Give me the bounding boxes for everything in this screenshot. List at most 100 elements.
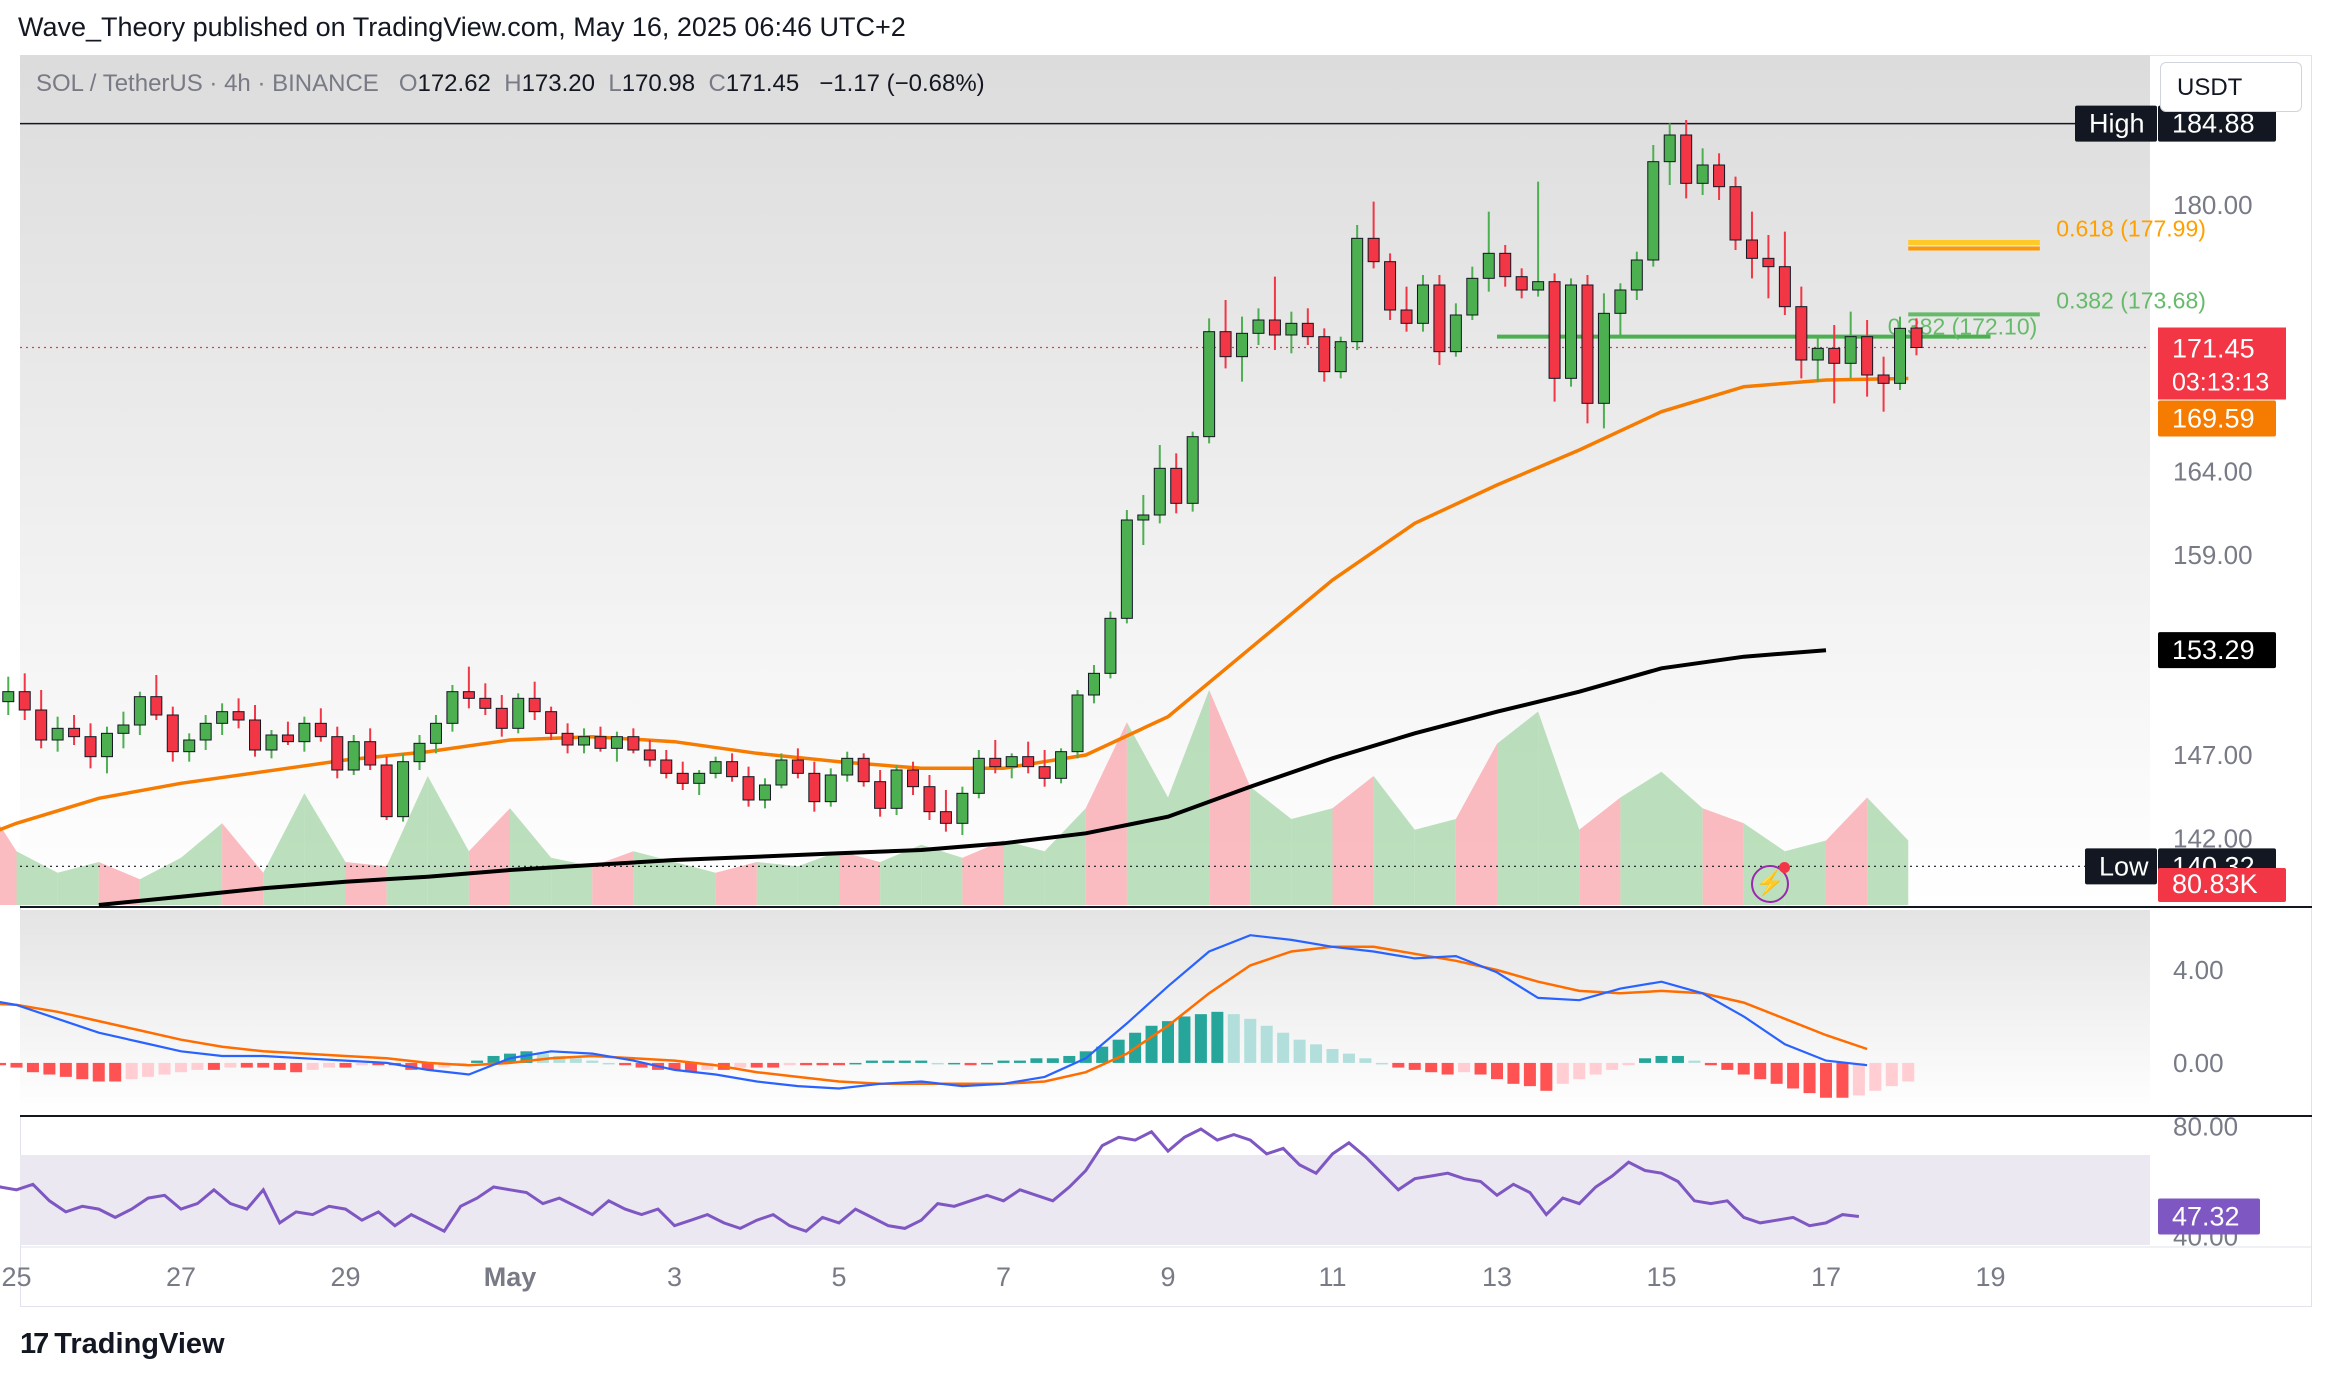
candle-body xyxy=(1565,284,1578,379)
lightning-icon[interactable]: ⚡ xyxy=(1751,865,1789,903)
volume-area xyxy=(797,851,839,905)
candle-body xyxy=(331,736,344,771)
high-tag-label-bg xyxy=(2075,105,2157,142)
candle xyxy=(1318,328,1331,382)
candle xyxy=(183,733,196,762)
candle-body xyxy=(643,749,656,761)
time-axis-tick: 7 xyxy=(996,1262,1011,1292)
macd-histogram-bar xyxy=(1162,1021,1174,1063)
macd-histogram-bar xyxy=(240,1062,253,1068)
candle xyxy=(1663,123,1676,185)
candle xyxy=(1548,273,1561,402)
candle xyxy=(857,753,870,787)
candle-body xyxy=(68,727,81,738)
fib-label: 0.618 (177.99) xyxy=(2056,216,2206,242)
macd-histogram-bar xyxy=(1622,1062,1635,1066)
time-axis-tick: 29 xyxy=(330,1262,360,1292)
candle xyxy=(1367,201,1380,269)
macd-histogram-bar xyxy=(1803,1062,1816,1094)
candle-body xyxy=(347,741,360,771)
volume-area xyxy=(345,862,387,905)
candle xyxy=(610,731,623,762)
notification-dot xyxy=(1779,862,1790,873)
candle xyxy=(1861,320,1874,397)
currency-button[interactable]: USDT xyxy=(2160,62,2302,112)
candle-body xyxy=(939,811,952,824)
candle xyxy=(1499,245,1512,287)
volume-area xyxy=(1579,797,1621,905)
volume-tag: 80.83K xyxy=(2172,869,2258,899)
macd-histogram-bar xyxy=(1013,1060,1026,1063)
macd-histogram-bar xyxy=(800,1062,813,1066)
candle-body xyxy=(775,759,788,786)
macd-histogram-bar xyxy=(1869,1062,1882,1091)
high-tag-value-bg xyxy=(2158,105,2276,142)
candle xyxy=(133,691,146,735)
candle xyxy=(1762,235,1775,299)
candle-body xyxy=(857,757,870,783)
volume-area xyxy=(756,862,798,905)
high-label: H xyxy=(504,70,522,97)
candle xyxy=(1713,153,1726,200)
macd-histogram-bar xyxy=(1408,1062,1421,1070)
candle xyxy=(314,708,327,742)
macd-histogram-bar xyxy=(109,1062,122,1082)
candle xyxy=(117,711,130,749)
candle xyxy=(545,706,558,740)
macd-histogram-bar xyxy=(619,1062,632,1066)
macd-histogram-bar xyxy=(948,1062,961,1065)
ema50-line xyxy=(0,376,1909,832)
macd-histogram-bar xyxy=(1096,1046,1109,1063)
volume-area xyxy=(1538,711,1580,905)
candle xyxy=(1416,275,1429,332)
macd-histogram-bar xyxy=(1704,1062,1717,1066)
time-axis-tick: 5 xyxy=(831,1262,846,1292)
candle-body xyxy=(1795,306,1808,361)
macd-histogram-bar xyxy=(92,1062,105,1082)
macd-histogram-bar xyxy=(882,1060,895,1063)
time-axis-tick: 15 xyxy=(1646,1262,1676,1292)
macd-histogram-bar xyxy=(1359,1058,1372,1063)
macd-histogram-bar xyxy=(1277,1032,1290,1063)
tradingview-logo[interactable]: 17 TradingView xyxy=(20,1328,225,1361)
ma200-tag-bg xyxy=(2158,632,2276,669)
macd-histogram-bar xyxy=(1425,1062,1438,1073)
candle xyxy=(479,683,492,715)
candle-body xyxy=(1778,266,1791,308)
candle-body xyxy=(446,691,459,724)
candle xyxy=(758,778,771,809)
candle xyxy=(1597,293,1610,429)
candle xyxy=(1170,453,1183,514)
candle xyxy=(660,750,673,779)
macd-histogram-bar xyxy=(207,1062,220,1070)
macd-histogram-bar xyxy=(257,1062,270,1068)
candle-body xyxy=(133,696,146,726)
volume-area xyxy=(1661,771,1703,905)
candle xyxy=(35,690,48,749)
volume-tag-bg xyxy=(2158,868,2286,902)
macd-histogram-bar xyxy=(783,1062,796,1066)
candle-body xyxy=(232,711,245,721)
candle-body xyxy=(1844,336,1857,364)
candle-body xyxy=(1713,164,1726,188)
candle xyxy=(216,703,229,735)
candle xyxy=(1696,148,1709,195)
candle xyxy=(824,768,837,807)
low-tag-label-bg xyxy=(2085,848,2157,885)
macd-histogram-bar xyxy=(1030,1058,1043,1063)
candle xyxy=(1236,316,1249,382)
symbol-label[interactable]: SOL / TetherUS · 4h · BINANCE xyxy=(36,70,379,97)
candle-body xyxy=(791,759,804,774)
time-axis-tick: 17 xyxy=(1811,1262,1841,1292)
macd-histogram-bar xyxy=(1573,1062,1586,1080)
candle xyxy=(956,786,969,835)
volume-area xyxy=(1250,786,1292,905)
candle xyxy=(495,695,508,737)
volume-area xyxy=(16,851,58,905)
macd-histogram-bar xyxy=(1293,1039,1306,1063)
volume-area xyxy=(962,840,1004,905)
candle xyxy=(2,676,15,715)
macd-histogram-bar xyxy=(43,1062,56,1075)
candle-body xyxy=(265,734,278,751)
